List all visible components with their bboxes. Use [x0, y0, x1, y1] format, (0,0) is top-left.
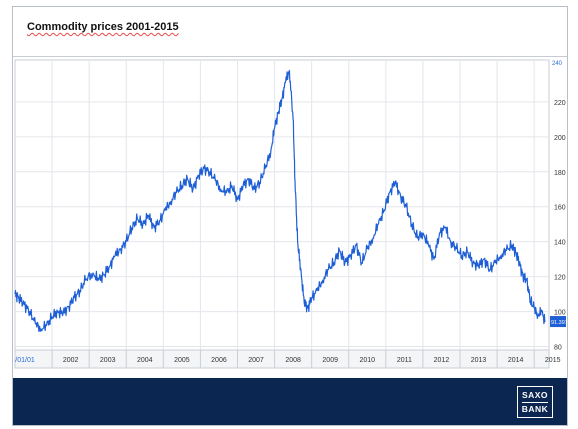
x-tick-label: 2006 [211, 357, 227, 364]
x-tick-label: 2010 [360, 357, 376, 364]
x-tick-label: 2012 [434, 357, 450, 364]
logo-text-line2: BANK [521, 403, 549, 414]
y-tick-label: 120 [554, 275, 566, 282]
line-chart: 80 100 120 140 160 180 200 220 240/01/01 2002 2003… [14, 59, 567, 369]
x-tick-label: 2015 [545, 357, 561, 364]
title-bar: Commodity prices 2001-2015 [13, 7, 567, 57]
chart-title: Commodity prices 2001-2015 [27, 21, 179, 33]
x-tick-label: 2005 [174, 357, 190, 364]
chart-slide: Commodity prices 2001-2015 80 100 120 140 16… [12, 6, 568, 426]
last-value-label: 91.3975 [551, 320, 567, 326]
y-tick-label-partial: 240 [552, 61, 563, 67]
y-tick-label: 180 [554, 170, 566, 177]
y-tick-label: 140 [554, 240, 566, 247]
y-tick-label: 220 [554, 100, 566, 107]
x-axis-strip [14, 349, 550, 369]
x-tick-label: /01/01 [15, 357, 35, 364]
y-tick-label: 160 [554, 205, 566, 212]
last-value-badge [550, 316, 566, 328]
y-tick-label: 200 [554, 135, 566, 142]
saxo-bank-logo: SAXO BANK [517, 386, 553, 418]
y-tick-label: 80 [554, 345, 562, 352]
x-tick-label: 2002 [63, 357, 79, 364]
x-tick-label: 2014 [508, 357, 524, 364]
x-tick-label: 2009 [322, 357, 338, 364]
y-tick-label: 100 [554, 310, 566, 317]
x-tick-label: 2008 [285, 357, 301, 364]
x-tick-label: 2004 [137, 357, 153, 364]
footer-bar: SAXO BANK [13, 378, 567, 425]
series-line [14, 69, 546, 332]
logo-text-line1: SAXO [521, 389, 549, 400]
x-tick-label: 2003 [100, 357, 116, 364]
x-tick-label: 2011 [397, 357, 412, 364]
x-tick-label: 2013 [471, 357, 487, 364]
plot-area [14, 59, 550, 351]
x-tick-label: 2007 [248, 357, 264, 364]
